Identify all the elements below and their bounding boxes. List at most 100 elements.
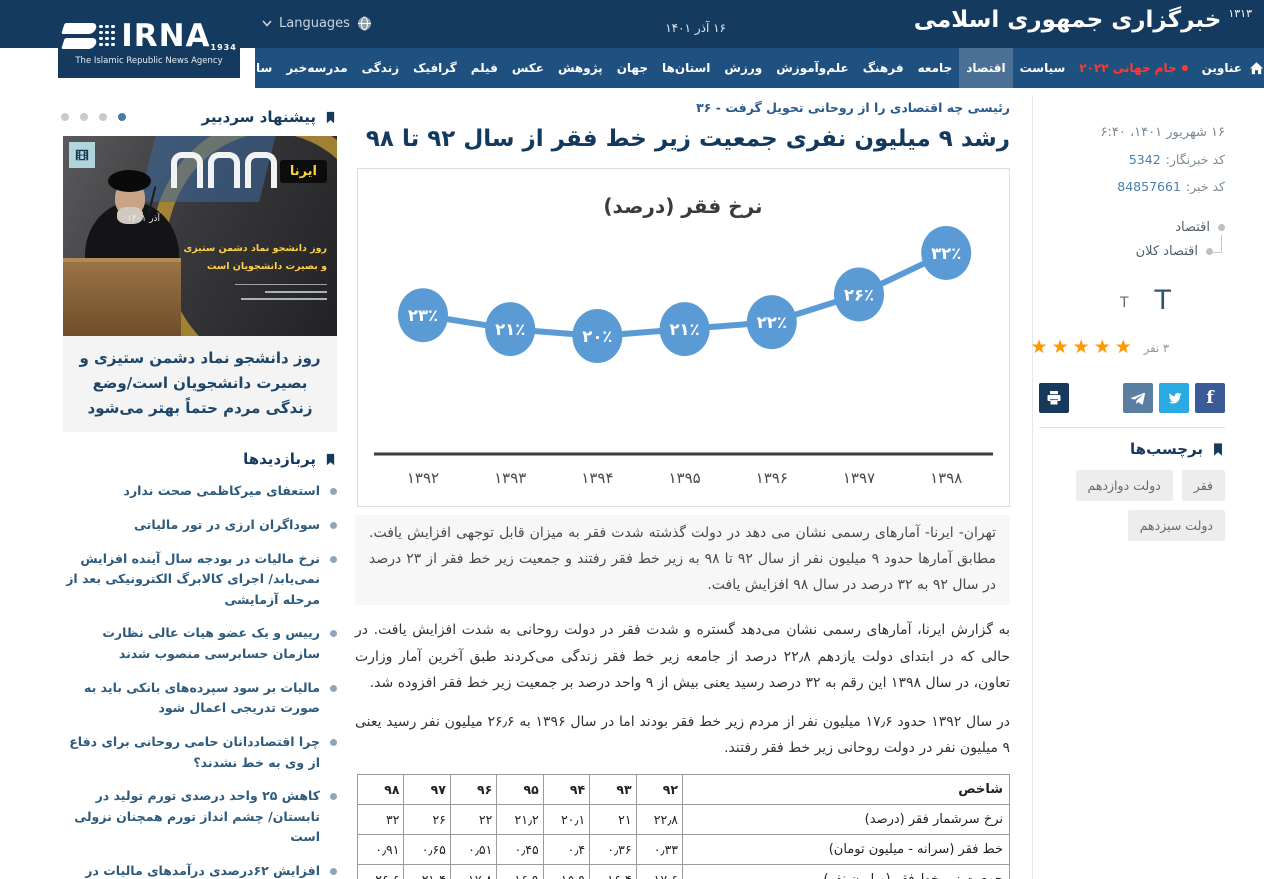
most-viewed-item[interactable]: نرخ مالیات در بودجه سال آینده افزایش نمی… bbox=[55, 549, 337, 611]
irna-logo-text: IRNA 1934 bbox=[121, 17, 237, 54]
table-header-cell: ۹۲ bbox=[635, 773, 684, 805]
live-dot-icon bbox=[1181, 65, 1188, 71]
twitter-share-button[interactable] bbox=[1159, 383, 1189, 413]
nav-item-link[interactable]: سیاست bbox=[1019, 61, 1066, 75]
x-axis-tick: ۱۳۹۴ bbox=[581, 469, 613, 487]
svg-text:۲۰٪: ۲۰٪ bbox=[582, 327, 612, 346]
poverty-rate-chart: نرخ فقر (درصد) ۲۳٪ ۱۳۹۲ ۲۱٪ ۱۳۹۳ ۲۰٪ ۱۳۹۴ ۲۱٪ ۱۳… bbox=[357, 168, 1010, 508]
x-axis-tick: ۱۳۹۸ bbox=[930, 469, 962, 487]
nav-item-link[interactable]: جهان bbox=[616, 61, 649, 75]
kicker-link[interactable]: رئیسی چه اقتصادی را از روحانی تحویل گرفت… bbox=[696, 100, 1010, 115]
nav-item-link[interactable]: مدرسه‌خبر bbox=[286, 61, 348, 75]
svg-text:۳۲٪: ۳۲٪ bbox=[931, 244, 961, 263]
tag-list: فقر دولت دوازدهم دولت سیزدهم bbox=[1039, 470, 1225, 541]
featured-story-title[interactable]: روز دانشجو نماد دشمن ستیزی و بصیرت دانشج… bbox=[63, 336, 337, 433]
table-cell: ۲۱ bbox=[589, 803, 637, 835]
home-icon[interactable] bbox=[1249, 48, 1264, 88]
table-cell: ۰٫۹۱ bbox=[356, 833, 405, 865]
table-cell: ۲۲٫۸ bbox=[635, 803, 684, 835]
star-icon[interactable]: ★ bbox=[1030, 336, 1048, 358]
tag-chip[interactable]: دولت سیزدهم bbox=[1127, 510, 1225, 541]
nav-item-link[interactable]: جامعه bbox=[917, 61, 953, 75]
carousel-dot[interactable] bbox=[80, 113, 88, 121]
table-header-cell: ۹۳ bbox=[589, 773, 637, 805]
nav-item-link[interactable]: گرافیک bbox=[413, 61, 457, 75]
star-rating[interactable]: ★ ★ ★ ★ ★ bbox=[1031, 338, 1132, 357]
font-increase-button[interactable]: T bbox=[1154, 285, 1172, 316]
table-cell: ۰٫۶۵ bbox=[403, 833, 451, 865]
x-axis-tick: ۱۳۹۵ bbox=[668, 469, 700, 487]
table-cell: ۱۷٫۶ bbox=[635, 863, 684, 879]
article-meta-column: ۱۶ شهریور ۱۴۰۱، ۶:۴۰ کد خبرنگار: 5342 کد … bbox=[1031, 95, 1263, 879]
language-label: Languages bbox=[279, 16, 350, 31]
nav-item-link[interactable]: ورزش bbox=[724, 61, 763, 75]
table-cell: ۰٫۵۱ bbox=[449, 833, 498, 865]
category-breadcrumb: اقتصاد اقتصاد کلان bbox=[1039, 220, 1225, 259]
carousel-dot[interactable] bbox=[99, 113, 107, 121]
table-cell: ۲۶٫۶ bbox=[356, 863, 405, 879]
carousel-dot[interactable] bbox=[61, 113, 69, 121]
subcategory-link[interactable]: اقتصاد کلان bbox=[1039, 235, 1225, 259]
nav-item-link[interactable]: عکس bbox=[511, 61, 544, 75]
featured-story-image[interactable]: ایرنا روز دانشجو نماد دشمن ستیزی و بصیرت… bbox=[63, 136, 337, 336]
nav-item-link[interactable]: استان‌ها bbox=[662, 61, 711, 75]
category-link[interactable]: اقتصاد bbox=[1039, 220, 1225, 235]
star-icon[interactable]: ★ bbox=[1093, 336, 1111, 358]
print-button[interactable] bbox=[1039, 383, 1069, 413]
most-viewed-item[interactable]: چرا اقتصاددانان حامی روحانی برای دفاع از… bbox=[55, 732, 337, 773]
nav-item-link[interactable]: پژوهش bbox=[557, 61, 603, 75]
data-point: ۲۲٪ bbox=[746, 295, 797, 350]
nav-item-link[interactable]: علم‌وآموزش bbox=[776, 61, 849, 75]
tag-chip[interactable]: دولت دوازدهم bbox=[1075, 470, 1173, 501]
editor-pick-title: پیشنهاد سردبیر bbox=[201, 108, 316, 126]
telegram-icon bbox=[1130, 392, 1146, 405]
language-switcher[interactable]: Languages bbox=[262, 16, 372, 31]
svg-text:۲۶٪: ۲۶٪ bbox=[844, 286, 874, 305]
telegram-share-button[interactable] bbox=[1123, 383, 1153, 413]
most-viewed-item[interactable]: کاهش ۲۵ واحد درصدی تورم تولید در تابستان… bbox=[55, 786, 337, 848]
nav-item-link[interactable]: فیلم bbox=[470, 61, 498, 75]
most-viewed-item[interactable]: مالیات بر سود سپرده‌های بانکی باید به صو… bbox=[55, 678, 337, 719]
irna-watermark: ایرنا bbox=[279, 160, 327, 183]
globe-icon bbox=[357, 16, 371, 31]
tag-icon bbox=[1214, 442, 1222, 456]
agency-name: خبرگزاری جمهوری اسلامی bbox=[913, 7, 1222, 33]
article-paragraph-1: به گزارش ایرنا، آمارهای رسمی نشان می‌دهد… bbox=[355, 622, 1011, 692]
nav-item-link[interactable]: جام جهانی ۲۰۲۲ bbox=[1072, 48, 1194, 88]
carousel-dot[interactable] bbox=[118, 113, 126, 121]
rating-row: ۳ نفر ★ ★ ★ ★ ★ bbox=[1031, 338, 1225, 357]
font-decrease-button[interactable]: T bbox=[1119, 295, 1129, 312]
data-point: ۳۲٪ bbox=[921, 226, 972, 281]
decorative-arches bbox=[171, 152, 277, 188]
table-cell: ۲۱٫۲ bbox=[496, 803, 544, 835]
nav-item-link[interactable]: سایر bbox=[255, 61, 273, 75]
most-viewed-title: پربازدیدها bbox=[243, 450, 316, 469]
most-viewed-item[interactable]: رییس و یک عضو هیات عالی نظارت سازمان حسا… bbox=[55, 623, 337, 664]
nav-item-link[interactable]: عناوین bbox=[1201, 61, 1242, 75]
speaker-beard bbox=[117, 207, 143, 224]
most-viewed-item[interactable]: استعفای میرکاظمی صحت ندارد bbox=[55, 481, 337, 502]
tag-chip[interactable]: فقر bbox=[1181, 470, 1225, 501]
svg-text:۲۱٪: ۲۱٪ bbox=[669, 320, 699, 339]
nav-item-link[interactable]: فرهنگ bbox=[862, 61, 904, 75]
facebook-share-button[interactable]: f bbox=[1195, 383, 1225, 413]
x-axis-tick: ۱۳۹۷ bbox=[843, 469, 875, 487]
most-viewed-item[interactable]: سوداگران ارزی در تور مالیاتی bbox=[55, 515, 337, 536]
irna-logo[interactable]: IRNA 1934 The Islamic Republic News Agenc… bbox=[58, 8, 240, 78]
table-header-cell: ۹۸ bbox=[356, 773, 405, 805]
table-row: جمعیت زیر خط فقر (میلیون نفر)۱۷٫۶۱۶٫۴۱۵٫… bbox=[356, 863, 1010, 879]
podium bbox=[63, 258, 181, 336]
agency-founding-year: ۱۳۱۳ bbox=[1228, 7, 1252, 20]
most-viewed-item[interactable]: افزایش ۶۲درصدی درآمدهای مالیات در سال جا… bbox=[55, 861, 337, 879]
table-row: خط فقر (سرانه - میلیون تومان) ۰٫۳۳ ۰٫۳۶ ۰٫۴… bbox=[356, 833, 1010, 865]
article-column: رئیسی چه اقتصادی را از روحانی تحویل گرفت… bbox=[355, 98, 1010, 879]
nav-item-link[interactable]: زندگی bbox=[361, 61, 400, 75]
bullet-icon bbox=[1206, 248, 1213, 255]
x-axis-tick: ۱۳۹۶ bbox=[756, 469, 788, 487]
star-icon[interactable]: ★ bbox=[1114, 336, 1132, 358]
star-icon[interactable]: ★ bbox=[1051, 336, 1069, 358]
featured-overlay-title: روز دانشجو نماد دشمن ستیزی و بصیرت دانشج… bbox=[183, 243, 327, 273]
nav-item-active[interactable]: اقتصاد bbox=[959, 48, 1013, 88]
table-header-cell: ۹۶ bbox=[449, 773, 498, 805]
star-icon[interactable]: ★ bbox=[1072, 336, 1090, 358]
